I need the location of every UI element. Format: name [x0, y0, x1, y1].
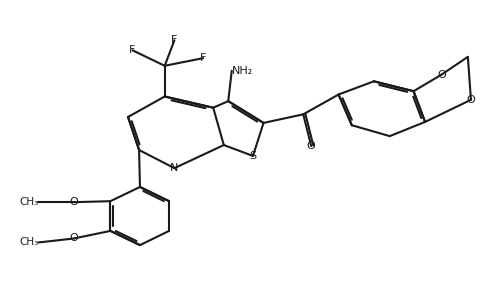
Text: F: F: [200, 53, 206, 63]
Text: O: O: [70, 197, 78, 207]
Text: CH₃: CH₃: [19, 237, 38, 248]
Text: NH₂: NH₂: [232, 66, 253, 76]
Text: S: S: [249, 151, 256, 161]
Text: O: O: [466, 95, 475, 105]
Text: O: O: [437, 70, 446, 80]
Text: N: N: [170, 163, 178, 173]
Text: CH₃: CH₃: [19, 197, 38, 207]
Text: F: F: [129, 45, 136, 55]
Text: F: F: [171, 35, 177, 45]
Text: O: O: [307, 141, 316, 151]
Text: O: O: [70, 234, 78, 243]
